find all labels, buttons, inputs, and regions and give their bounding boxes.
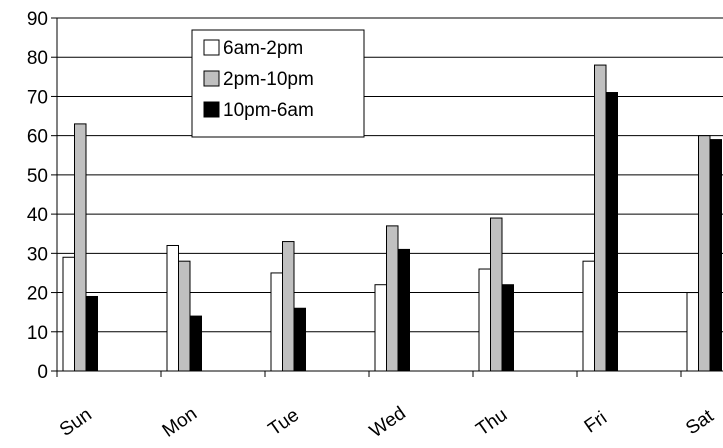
bar-tue-series-1 [270,272,283,372]
x-tick-label: Wed [366,403,410,442]
y-tick-label: 20 [27,284,48,305]
bar-mon-series-1 [166,244,179,372]
bar-sat-series-1 [686,292,699,372]
bar-sat-series-2 [698,135,711,372]
y-tick-label: 80 [27,48,48,69]
x-tick-label: Tue [265,405,303,441]
x-axis-ticks: Sun Mon Tue Wed Thu Fri Sat [56,371,718,442]
bars [62,64,722,372]
y-tick-label: 70 [27,87,48,108]
bar-fri-series-1 [582,260,595,372]
y-tick-label: 60 [27,127,48,148]
x-tick-label: Sat [682,405,718,439]
bar-thu-series-3 [501,284,514,372]
legend-label: 2pm-10pm [223,69,314,90]
bar-wed-series-3 [397,248,410,372]
bar-mon-series-3 [189,315,202,372]
bar-thu-series-2 [490,217,503,372]
bar-wed-series-2 [386,225,399,372]
bar-thu-series-1 [478,268,491,372]
bar-sun-series-2 [74,123,87,372]
legend-box [191,29,365,138]
legend-label: 10pm-6am [223,100,314,121]
x-tick-label: Sun [56,404,96,441]
y-tick-label: 40 [27,205,48,226]
bar-wed-series-1 [374,284,387,372]
x-tick-label: Fri [581,408,611,438]
legend-swatch [203,39,220,56]
y-tick-label: 90 [27,9,48,30]
bar-tue-series-3 [293,307,306,372]
x-tick-label: Mon [159,403,201,441]
bar-tue-series-2 [282,241,295,372]
bar-fri-series-3 [605,92,618,372]
bar-sun-series-3 [85,295,98,372]
x-tick-label: Thu [472,405,511,441]
y-tick-label: 10 [27,323,48,344]
bar-fri-series-2 [594,64,607,372]
bar-sun-series-1 [62,256,75,372]
legend: 6am-2pm 2pm-10pm 10pm-6am [191,29,365,138]
bar-sat-series-3 [709,139,722,372]
y-axis-ticks: 0 10 20 30 40 50 60 70 80 90 [27,9,57,383]
legend-swatch [203,70,220,87]
bar-mon-series-2 [178,260,191,372]
y-tick-label: 30 [27,244,48,265]
legend-label: 6am-2pm [223,38,303,59]
axes [56,18,723,372]
y-tick-label: 50 [27,166,48,187]
y-tick-label: 0 [37,362,48,383]
legend-swatch [203,101,220,118]
